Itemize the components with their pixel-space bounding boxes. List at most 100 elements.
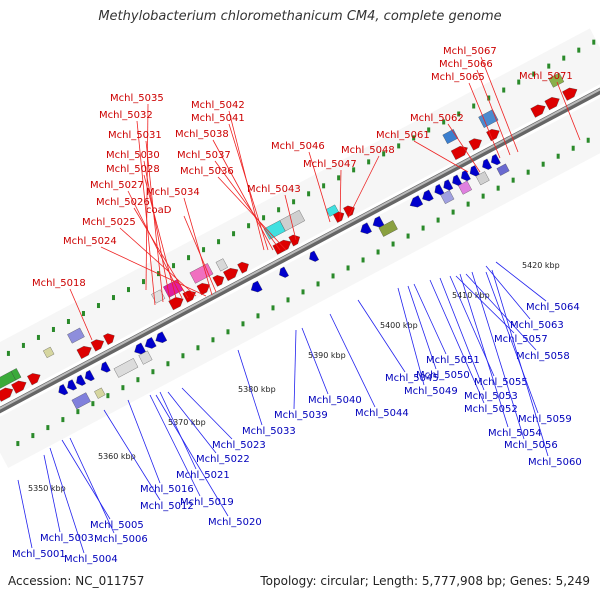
reverse-gene — [58, 384, 69, 396]
forward-label-leader — [217, 176, 287, 251]
forward-gene-label: Mchl_5026 — [96, 197, 150, 208]
tick-mark — [196, 345, 200, 351]
forward-gene — [288, 234, 300, 247]
reverse-gene — [360, 222, 372, 235]
tick-mark — [427, 127, 431, 133]
tick-mark — [6, 350, 10, 356]
reverse-label-leader — [167, 391, 217, 454]
forward-label-leader — [145, 103, 149, 291]
reverse-label-leader — [69, 437, 115, 534]
feature-box — [113, 358, 139, 378]
tick-mark — [81, 311, 85, 317]
forward-gene — [562, 87, 578, 101]
tick-mark — [352, 167, 356, 173]
forward-label-leader — [212, 139, 274, 251]
reverse-gene — [482, 158, 493, 170]
tick-mark — [51, 326, 55, 332]
reverse-label-leader — [439, 277, 485, 391]
forward-gene — [182, 290, 196, 303]
reverse-label-leader — [495, 261, 547, 302]
feature-box — [42, 346, 55, 359]
forward-gene-label: Mchl_5031 — [108, 130, 162, 141]
reverse-gene — [67, 379, 78, 391]
tick-mark — [481, 193, 485, 199]
reverse-label-leader — [329, 313, 376, 408]
tick-mark — [277, 207, 281, 213]
reverse-gene-label: Mchl_5050 — [416, 370, 470, 381]
reverse-gene-label: Mchl_5051 — [426, 355, 480, 366]
forward-label-leader — [476, 69, 511, 156]
reverse-gene-label: Mchl_5022 — [196, 454, 250, 465]
tick-mark — [286, 297, 290, 303]
tick-mark — [106, 393, 110, 399]
tick-mark — [121, 385, 125, 391]
feature-box — [478, 109, 499, 128]
forward-gene — [27, 373, 41, 386]
tick-mark — [586, 137, 590, 143]
reverse-gene-label: Mchl_5060 — [528, 457, 582, 468]
forward-gene — [468, 138, 482, 151]
forward-label-leader — [413, 140, 469, 173]
tick-mark — [526, 169, 530, 175]
tick-mark — [421, 225, 425, 231]
tick-mark — [31, 433, 35, 439]
forward-gene-label: Mchl_5028 — [106, 164, 160, 175]
feature-box — [94, 387, 106, 399]
reverse-gene-label: Mchl_5059 — [518, 414, 572, 425]
reverse-gene — [491, 153, 501, 166]
feature-box — [67, 327, 85, 344]
forward-label-leader — [480, 56, 519, 153]
forward-gene-label: Mchl_5036 — [180, 166, 234, 177]
reverse-gene-label: Mchl_5045 — [385, 373, 439, 384]
reverse-gene — [84, 369, 95, 382]
tick-mark — [226, 329, 230, 335]
tick-mark — [271, 305, 275, 311]
feature-box — [138, 350, 153, 365]
forward-gene — [76, 346, 92, 359]
tick-mark — [61, 417, 65, 423]
forward-gene — [103, 333, 115, 345]
reverse-label-leader — [155, 394, 229, 517]
forward-gene-label: Mchl_5027 — [90, 180, 144, 191]
tick-mark — [46, 425, 50, 431]
reverse-gene-label: Mchl_5053 — [464, 391, 518, 402]
tick-mark — [466, 201, 470, 207]
kbp-scale-label: 5370 kbp — [168, 418, 206, 427]
forward-gene-label: Mchl_5032 — [99, 110, 153, 121]
tick-mark — [91, 401, 95, 407]
forward-gene-label: coaD — [146, 205, 172, 216]
tick-mark — [322, 183, 326, 189]
forward-label-leader — [145, 140, 164, 303]
tick-mark — [136, 377, 140, 383]
reverse-label-leader — [455, 275, 515, 334]
forward-label-leader — [556, 81, 581, 141]
forward-gene — [544, 97, 560, 111]
forward-gene-label: Mchl_5034 — [146, 187, 200, 198]
reverse-label-leader — [301, 327, 329, 395]
reverse-gene — [443, 179, 454, 191]
tick-mark — [496, 185, 500, 191]
reverse-gene-label: Mchl_5064 — [526, 302, 580, 313]
reverse-gene-label: Mchl_5021 — [176, 470, 230, 481]
tick-mark — [457, 111, 461, 117]
tick-mark — [472, 103, 476, 109]
reverse-gene-label: Mchl_5004 — [64, 554, 118, 565]
genome-summary: Topology: circular; Length: 5,777,908 bp… — [260, 574, 590, 588]
tick-mark — [301, 289, 305, 295]
forward-gene-label: Mchl_5024 — [63, 236, 117, 247]
reverse-gene — [76, 374, 86, 386]
reverse-gene — [144, 337, 157, 349]
forward-gene-label: Mchl_5030 — [106, 150, 160, 161]
tick-mark — [187, 255, 191, 261]
reverse-label-leader — [397, 287, 425, 386]
reverse-gene — [309, 250, 320, 262]
reverse-gene — [279, 266, 289, 278]
tick-mark — [21, 342, 25, 348]
forward-gene — [343, 205, 355, 218]
forward-gene-label: Mchl_5043 — [247, 184, 301, 195]
forward-gene-label: Mchl_5018 — [32, 278, 86, 289]
tick-mark — [232, 231, 236, 237]
reverse-gene-label: Mchl_5056 — [504, 440, 558, 451]
